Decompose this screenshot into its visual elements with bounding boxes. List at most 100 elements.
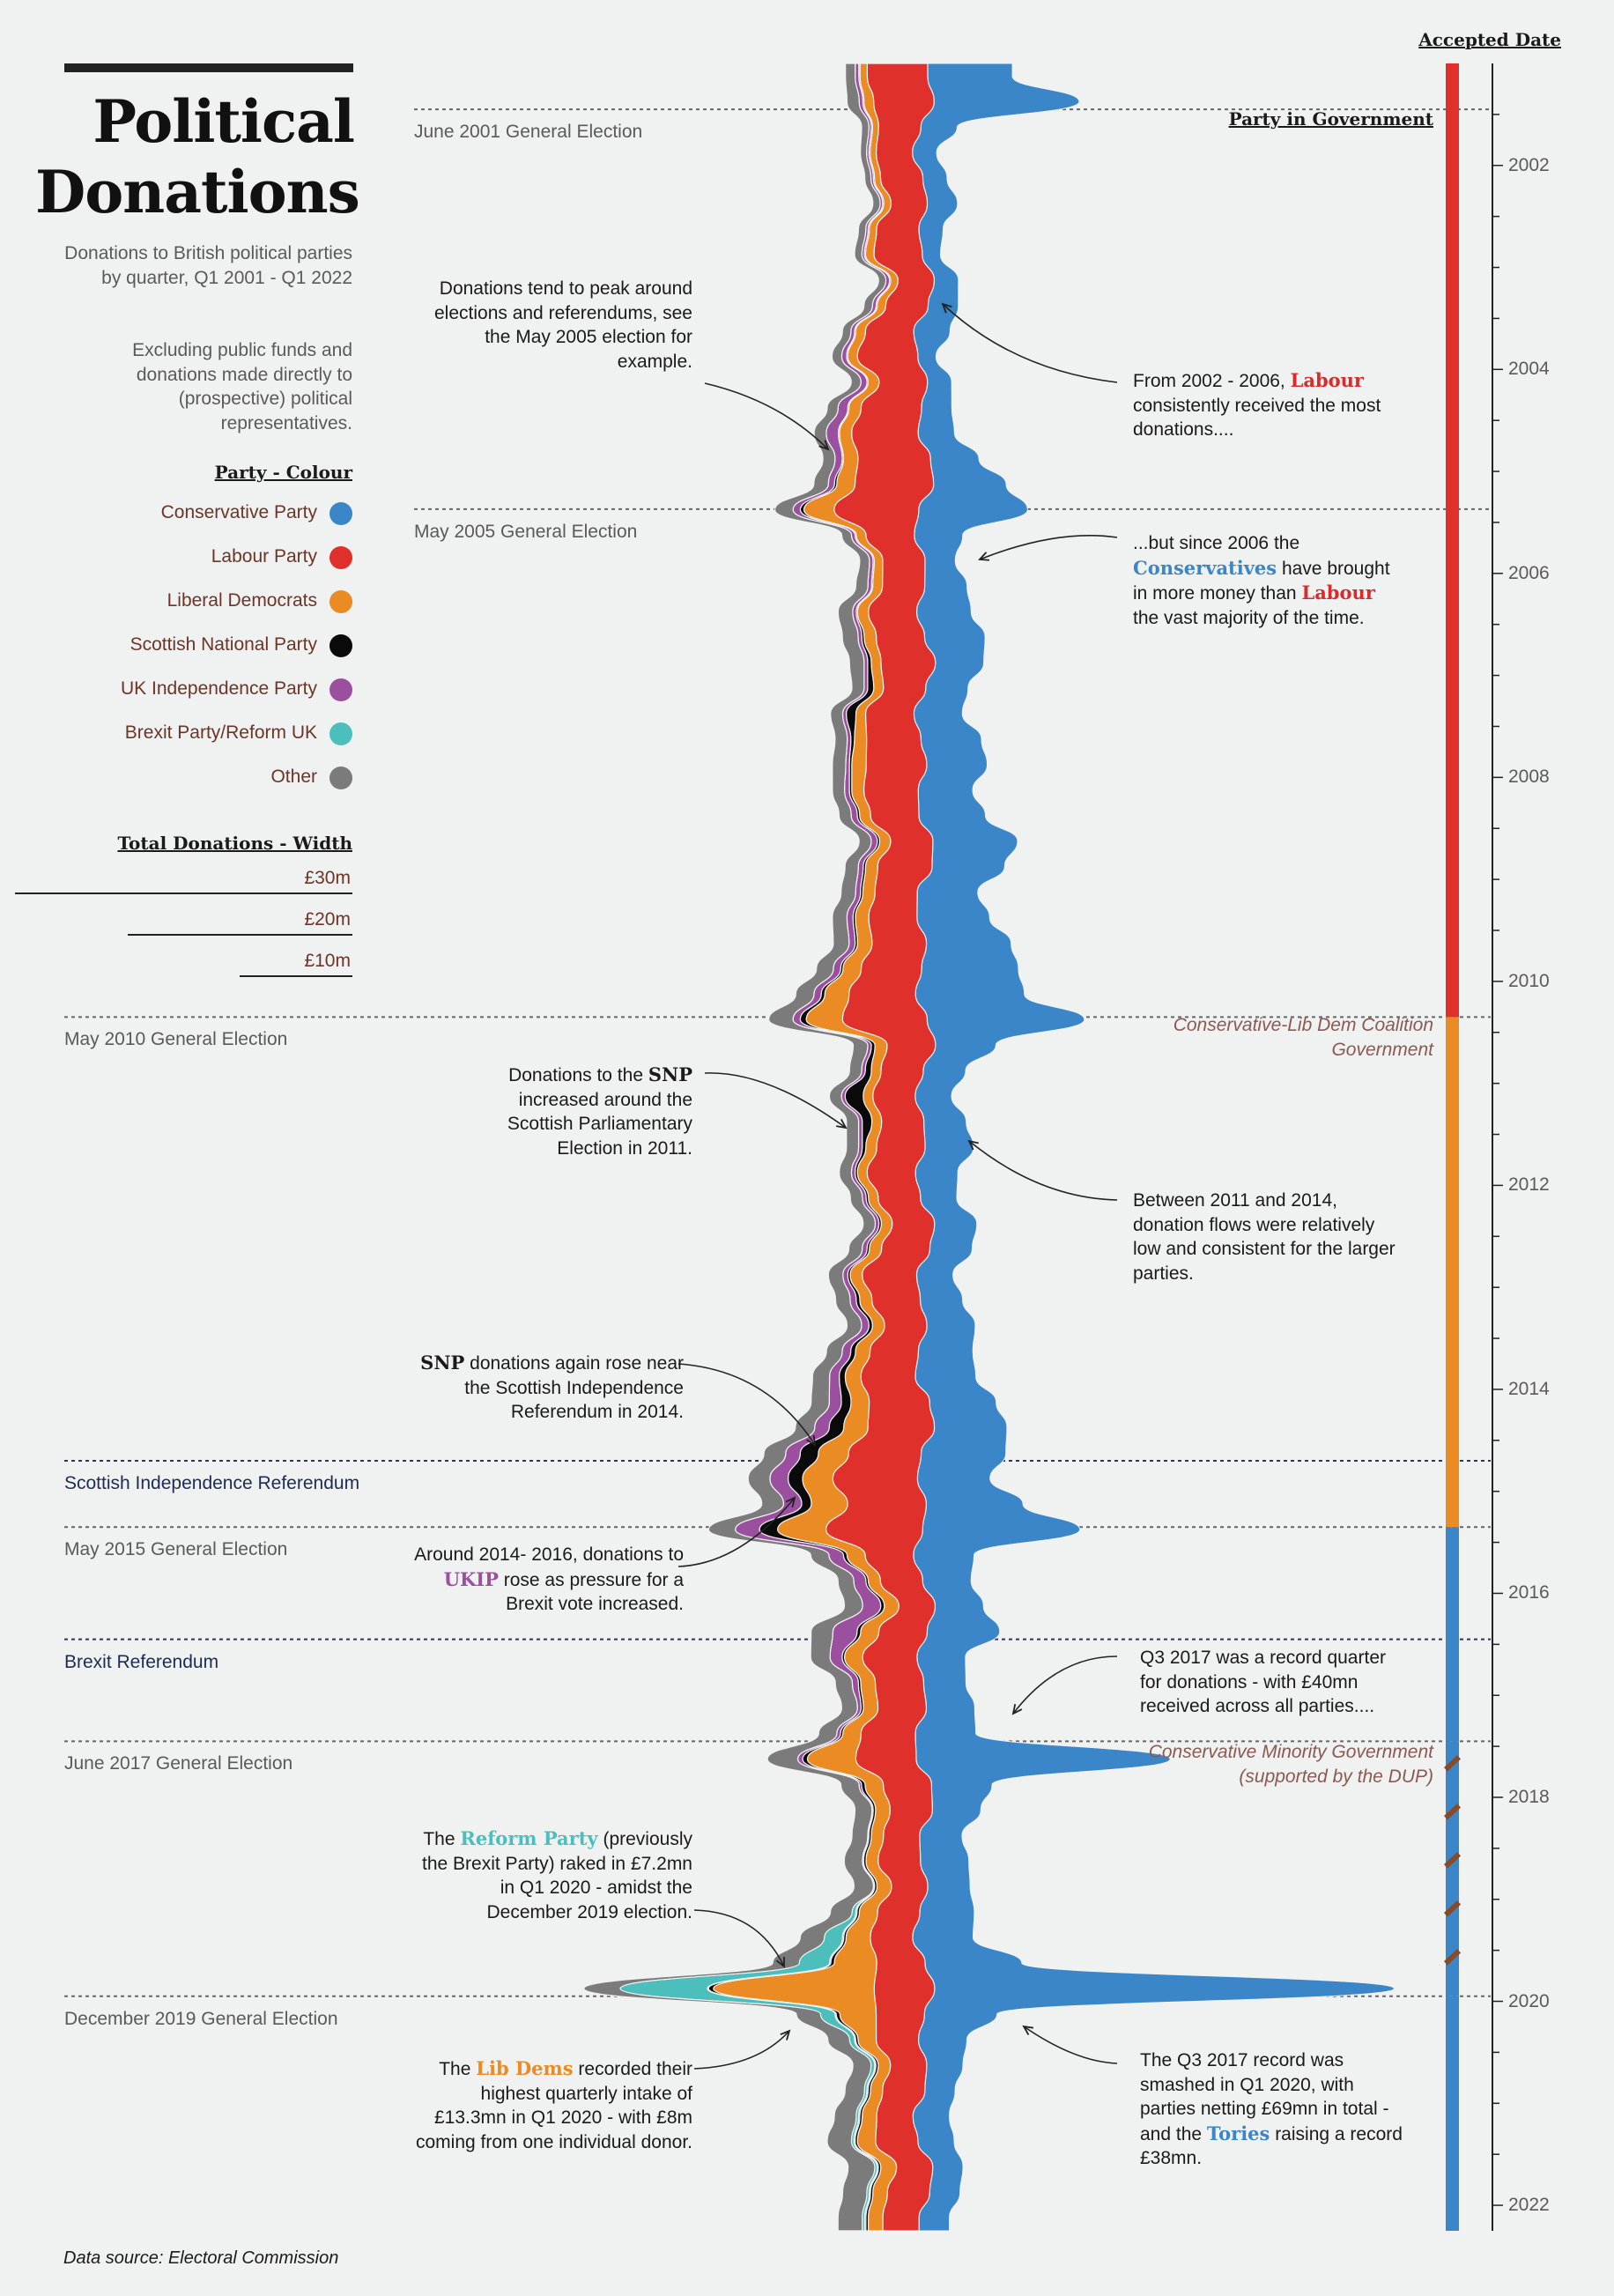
data-source: Data source: Electoral Commission <box>63 2248 339 2268</box>
annotation-2011-2014: Between 2011 and 2014, donation flows we… <box>1133 1190 1396 1284</box>
government-bar-stripe <box>1443 1949 1462 1966</box>
axis-tick-label: 2014 <box>1508 1378 1550 1399</box>
axis-tick-label: 2016 <box>1508 1582 1550 1603</box>
width-legend-bar <box>240 975 352 977</box>
legend-label: Scottish National Party <box>130 634 317 655</box>
legend-item-other: Other <box>53 765 352 791</box>
government-bar-segment <box>1446 1996 1459 2231</box>
government-bar-segment <box>1446 1527 1459 1742</box>
legend-swatch-icon <box>329 546 352 569</box>
legend-swatch-icon <box>329 590 352 613</box>
government-bar-segment <box>1446 63 1459 1018</box>
width-legend-item: £10m <box>240 951 352 977</box>
event-label-may-2010-general-election: May 2010 General Election <box>64 1029 288 1050</box>
annotation-arrow <box>1012 1655 1118 1715</box>
annotation-arrow <box>693 2030 790 2070</box>
legend-swatch-icon <box>329 722 352 745</box>
arrowhead-icon <box>775 1956 785 1968</box>
event-label-may-2005-general-election: May 2005 General Election <box>414 521 638 542</box>
legend-heading: Party - Colour <box>214 462 352 483</box>
annotation-arrow <box>693 1909 785 1967</box>
legend-item-brexit-party-reform-uk: Brexit Party/Reform UK <box>53 721 352 747</box>
annotation-snp-2011: Donations to the SNP increased around th… <box>507 1063 692 1159</box>
annotation-q1-2020-record: The Q3 2017 record was smashed in Q1 202… <box>1140 2050 1403 2168</box>
axis-tick-label: 2018 <box>1508 1787 1550 1807</box>
legend-item-scottish-national-party: Scottish National Party <box>53 633 352 659</box>
government-heading: Party in Government <box>1228 108 1433 130</box>
axis-tick-label: 2002 <box>1508 154 1550 175</box>
government-bar-stripe <box>1443 1755 1462 1772</box>
government-bar-stripe <box>1443 1900 1462 1917</box>
subtitle-scope: Donations to British political parties b… <box>64 243 352 288</box>
government-bar-stripe <box>1443 1803 1462 1820</box>
width-legend-item: £30m <box>15 868 352 894</box>
axis-tick-label: 2006 <box>1508 562 1550 583</box>
government-bar-segment <box>1446 1017 1459 1528</box>
width-legend-label: £10m <box>304 951 351 971</box>
arrowhead-icon <box>1011 1704 1023 1715</box>
annotation-conservative-lead: ...but since 2006 the Conservatives have… <box>1133 533 1390 628</box>
event-label-june-2001-general-election: June 2001 General Election <box>414 122 643 143</box>
legend-swatch-icon <box>329 634 352 657</box>
legend-label: Liberal Democrats <box>167 590 317 611</box>
annotation-arrow <box>677 1497 796 1567</box>
subtitle-exclusions: Excluding public funds and donations mad… <box>132 340 352 433</box>
legend-swatch-icon <box>329 502 352 525</box>
legend-item-conservative-party: Conservative Party <box>53 500 352 527</box>
annotation-ukip: Around 2014- 2016, donations to UKIP ros… <box>414 1544 684 1614</box>
annotation-arrow <box>704 1072 847 1129</box>
event-label-scottish-independence-referendum: Scottish Independence Referendum <box>64 1472 360 1493</box>
axis-tick-label: 2008 <box>1508 767 1550 788</box>
width-legend-label: £30m <box>304 868 351 888</box>
axis-tick-label: 2020 <box>1508 1990 1550 2011</box>
annotation-lib-dems: The Lib Dems recorded their highest quar… <box>415 2057 692 2152</box>
event-label-june-2017-general-election: June 2017 General Election <box>64 1753 293 1774</box>
government-label: Conservative-Lib Dem Coalition Governmen… <box>1173 1015 1433 1060</box>
axis-tick-label: 2022 <box>1508 2195 1550 2216</box>
width-legend-item: £20m <box>127 909 352 936</box>
band-liberal-democrats <box>713 63 900 2232</box>
axis-tick-label: 2010 <box>1508 970 1550 991</box>
arrowhead-icon <box>818 440 830 451</box>
annotation-arrow <box>1023 2026 1118 2064</box>
page-title: Political Donations <box>35 87 360 226</box>
axis-tick-label: 2012 <box>1508 1174 1550 1196</box>
legend-label: Brexit Party/Reform UK <box>124 722 317 743</box>
annotation-arrow <box>704 382 829 450</box>
event-label-december-2019-general-election: December 2019 General Election <box>64 2008 338 2029</box>
annotation-labour-lead: From 2002 - 2006, Labour consistently re… <box>1133 369 1381 440</box>
legend-label: Conservative Party <box>160 502 317 522</box>
axis-heading: Accepted Date <box>1418 29 1561 50</box>
streamgraph-bands <box>583 63 1395 2232</box>
government-bar-segment <box>1446 1741 1459 1996</box>
arrowhead-icon <box>780 2029 791 2040</box>
width-legend-heading: Total Donations - Width <box>117 833 352 854</box>
event-label-may-2015-general-election: May 2015 General Election <box>64 1539 288 1560</box>
arrowhead-icon <box>785 1496 796 1507</box>
legend-label: UK Independence Party <box>121 678 317 699</box>
legend-swatch-icon <box>329 678 352 701</box>
annotation-reform-party: The Reform Party (previously the Brexit … <box>422 1827 692 1922</box>
annotation-election-peaks: Donations tend to peak around elections … <box>433 278 692 372</box>
legend-swatch-icon <box>329 767 352 789</box>
arrowhead-icon <box>978 552 990 561</box>
legend-item-liberal-democrats: Liberal Democrats <box>53 589 352 615</box>
annotation-arrow <box>942 303 1118 383</box>
legend-item-labour-party: Labour Party <box>53 544 352 571</box>
government-bar-stripe <box>1443 1852 1462 1869</box>
width-legend-bar <box>127 934 352 936</box>
annotation-snp-2014: SNP donations again rose near the Scotti… <box>420 1352 684 1422</box>
width-legend-label: £20m <box>304 909 351 930</box>
annotation-arrow <box>968 1140 1118 1201</box>
legend-label: Labour Party <box>211 546 317 567</box>
arrowhead-icon <box>836 1118 848 1129</box>
event-label-brexit-referendum: Brexit Referendum <box>64 1651 219 1672</box>
arrowhead-icon <box>806 1434 817 1447</box>
legend-label: Other <box>270 767 317 787</box>
government-label: Conservative Minority Government (suppor… <box>1148 1742 1433 1787</box>
arrowhead-icon <box>941 302 952 314</box>
arrowhead-icon <box>1022 2025 1034 2036</box>
legend-item-uk-independence-party: UK Independence Party <box>53 677 352 703</box>
